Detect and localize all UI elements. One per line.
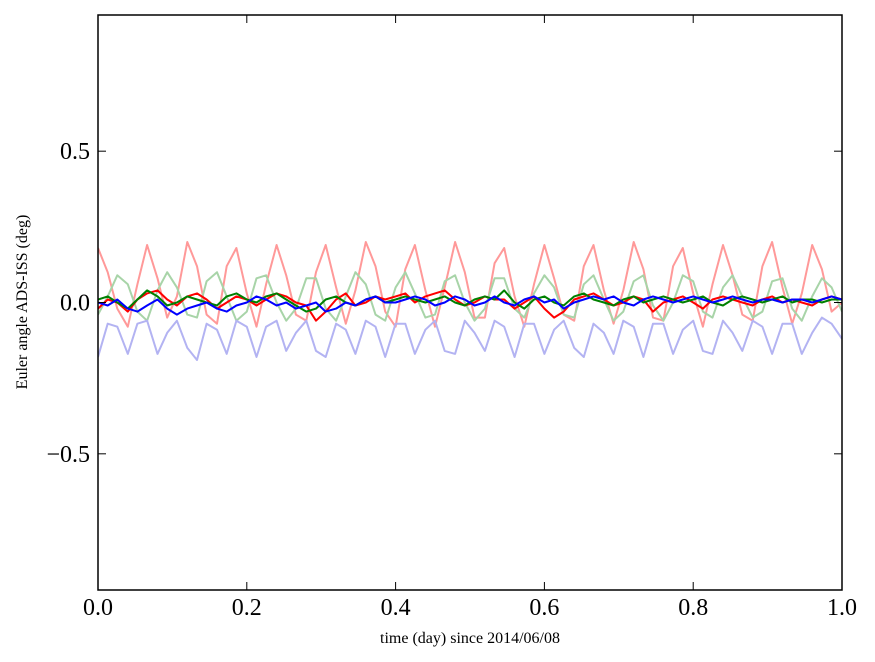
- series-line-2: [98, 316, 842, 361]
- y-tick-label: 0.0: [60, 291, 90, 317]
- series-line-0: [98, 241, 842, 328]
- x-tick-label: 0.6: [529, 595, 559, 621]
- y-axis-label: Euler angle ADS-ISS (deg): [14, 215, 31, 390]
- series-line-5: [98, 295, 842, 316]
- series-layer: [98, 241, 842, 361]
- x-axis-label: time (day) since 2014/06/08: [380, 630, 560, 647]
- y-tick-label: 0.5: [60, 139, 90, 165]
- series-line-1: [98, 271, 842, 322]
- x-tick-label: 1.0: [827, 595, 857, 621]
- y-tick-label: −0.5: [46, 442, 90, 468]
- x-tick-label: 0.8: [678, 595, 708, 621]
- x-tick-label: 0.4: [381, 595, 411, 621]
- tick-layer: 0.0 0.2 0.4 0.6 0.8 1.0 0.5 0.0 −0.5: [46, 15, 857, 621]
- series-line-3: [98, 289, 842, 322]
- x-tick-label: 0.0: [83, 595, 113, 621]
- x-tick-label: 0.2: [232, 595, 262, 621]
